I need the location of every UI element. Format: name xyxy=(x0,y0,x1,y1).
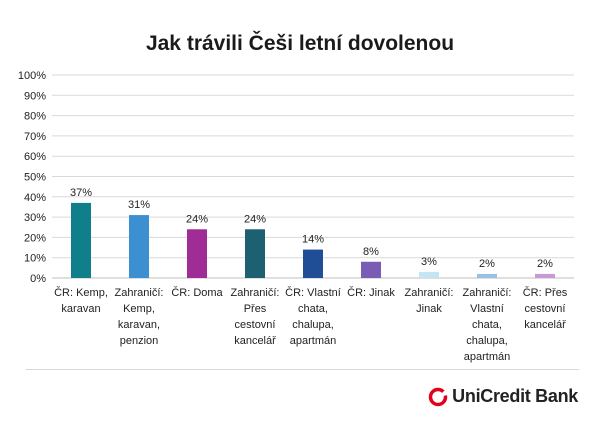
x-category-label: ČR: Doma xyxy=(171,286,223,299)
y-axis-ticks: 0% 10% 20% 30% 40% 50% 60% 70% 80% 90% 100% xyxy=(18,70,46,285)
bar xyxy=(187,229,207,278)
bar xyxy=(477,273,497,278)
y-tick-label: 60% xyxy=(24,151,46,163)
bar-data-label: 2% xyxy=(537,258,553,270)
bar-data-label: 24% xyxy=(186,213,208,225)
bar-data-label: 24% xyxy=(244,213,266,225)
x-category-label: ČR: Kemp, karavan xyxy=(54,286,108,315)
bar-data-label: 37% xyxy=(70,187,92,199)
bar-data-label: 8% xyxy=(363,246,379,258)
y-tick-label: 20% xyxy=(24,232,46,244)
unicredit-logo-icon xyxy=(428,386,449,406)
y-tick-label: 80% xyxy=(24,111,46,123)
x-category-label: Zahraničí: Jinak xyxy=(405,287,454,315)
x-category-label: ČR: Jinak xyxy=(347,286,395,299)
x-category-label: Zahraničí: Přes cestovní kancelář xyxy=(231,287,280,347)
y-tick-label: 40% xyxy=(24,192,46,204)
bar xyxy=(303,249,323,278)
y-tick-label: 50% xyxy=(24,172,46,184)
bar xyxy=(535,273,555,278)
brand-name: UniCredit Bank xyxy=(452,386,578,406)
data-labels: 37% 31% 24% 24% 14% 8% 3% 2% 2% xyxy=(70,187,553,270)
bar xyxy=(361,261,381,278)
bar-data-label: 3% xyxy=(421,256,437,268)
x-category-label: ČR: Vlastní chata, chalupa, apartmán xyxy=(285,286,341,347)
x-category-label: ČR: Přes cestovní kancelář xyxy=(523,286,568,331)
bar xyxy=(71,202,91,278)
bars xyxy=(71,202,555,278)
chart-title: Jak trávili Češi letní dovolenou xyxy=(145,32,455,55)
brand-logo: UniCredit Bank xyxy=(428,386,578,407)
bar-data-label: 2% xyxy=(479,258,495,270)
y-tick-label: 100% xyxy=(18,70,46,82)
y-tick-label: 30% xyxy=(24,212,46,224)
y-tick-label: 90% xyxy=(24,90,46,102)
footer-divider xyxy=(26,369,579,370)
bar xyxy=(419,271,439,278)
bar xyxy=(129,215,149,278)
x-category-label: Zahraničí: Vlastní chata, chalupa, apartmán xyxy=(463,287,512,363)
x-category-label: Zahraničí: Kemp, karavan, penzion xyxy=(115,287,164,347)
bar-data-label: 14% xyxy=(302,234,324,246)
bar xyxy=(245,229,265,278)
y-tick-label: 0% xyxy=(30,273,46,285)
y-tick-label: 10% xyxy=(24,253,46,265)
bar-data-label: 31% xyxy=(128,199,150,211)
y-tick-label: 70% xyxy=(24,131,46,143)
